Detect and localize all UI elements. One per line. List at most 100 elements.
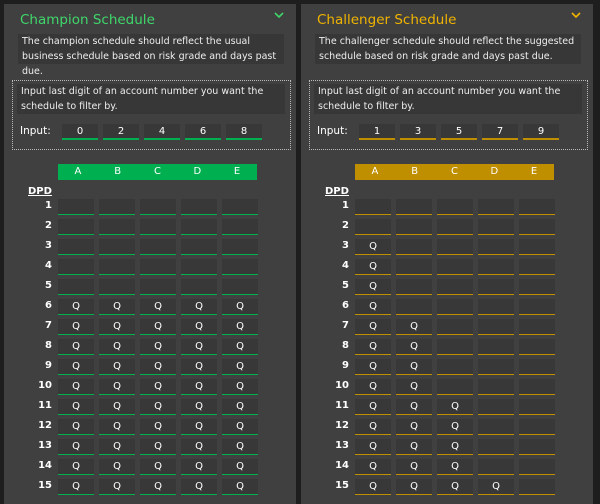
schedule-cell[interactable] xyxy=(140,239,176,255)
schedule-cell[interactable] xyxy=(58,279,94,295)
schedule-cell[interactable]: Q xyxy=(140,439,176,455)
schedule-cell[interactable]: Q xyxy=(140,399,176,415)
schedule-cell[interactable] xyxy=(478,239,514,255)
schedule-cell[interactable]: Q xyxy=(355,459,391,475)
schedule-cell[interactable] xyxy=(519,239,555,255)
schedule-cell[interactable] xyxy=(222,279,258,295)
schedule-cell[interactable]: Q xyxy=(181,479,217,495)
schedule-cell[interactable]: Q xyxy=(58,459,94,475)
chevron-down-icon[interactable] xyxy=(274,8,284,22)
schedule-cell[interactable] xyxy=(99,219,135,235)
schedule-cell[interactable] xyxy=(519,219,555,235)
schedule-cell[interactable] xyxy=(99,239,135,255)
schedule-cell[interactable]: Q xyxy=(140,299,176,315)
schedule-cell[interactable] xyxy=(222,259,258,275)
schedule-cell[interactable] xyxy=(478,419,514,435)
schedule-cell[interactable]: Q xyxy=(99,459,135,475)
schedule-cell[interactable] xyxy=(478,359,514,375)
schedule-cell[interactable]: Q xyxy=(222,459,258,475)
schedule-cell[interactable] xyxy=(355,199,391,215)
schedule-cell[interactable] xyxy=(99,259,135,275)
schedule-cell[interactable]: Q xyxy=(99,379,135,395)
schedule-cell[interactable] xyxy=(396,259,432,275)
schedule-cell[interactable]: Q xyxy=(99,399,135,415)
schedule-cell[interactable]: Q xyxy=(140,339,176,355)
schedule-cell[interactable]: Q xyxy=(396,439,432,455)
schedule-cell[interactable]: Q xyxy=(99,339,135,355)
schedule-cell[interactable]: Q xyxy=(181,359,217,375)
schedule-cell[interactable] xyxy=(478,199,514,215)
schedule-cell[interactable]: Q xyxy=(437,419,473,435)
account-digit-input[interactable]: 1 xyxy=(359,124,395,140)
schedule-cell[interactable]: Q xyxy=(222,399,258,415)
schedule-cell[interactable]: Q xyxy=(140,359,176,375)
schedule-cell[interactable] xyxy=(478,219,514,235)
schedule-cell[interactable]: Q xyxy=(355,359,391,375)
schedule-cell[interactable] xyxy=(437,379,473,395)
schedule-cell[interactable] xyxy=(478,399,514,415)
schedule-cell[interactable] xyxy=(355,219,391,235)
account-digit-input[interactable]: 0 xyxy=(62,124,98,140)
schedule-cell[interactable]: Q xyxy=(396,419,432,435)
schedule-cell[interactable]: Q xyxy=(99,419,135,435)
schedule-cell[interactable]: Q xyxy=(58,439,94,455)
schedule-cell[interactable] xyxy=(519,299,555,315)
schedule-cell[interactable]: Q xyxy=(181,299,217,315)
schedule-cell[interactable]: Q xyxy=(222,419,258,435)
schedule-cell[interactable]: Q xyxy=(355,339,391,355)
schedule-cell[interactable]: Q xyxy=(58,319,94,335)
schedule-cell[interactable] xyxy=(222,219,258,235)
schedule-cell[interactable] xyxy=(437,319,473,335)
schedule-cell[interactable] xyxy=(437,199,473,215)
schedule-cell[interactable]: Q xyxy=(396,339,432,355)
schedule-cell[interactable] xyxy=(478,459,514,475)
schedule-cell[interactable] xyxy=(140,199,176,215)
schedule-cell[interactable]: Q xyxy=(222,479,258,495)
schedule-cell[interactable]: Q xyxy=(355,419,391,435)
schedule-cell[interactable]: Q xyxy=(99,439,135,455)
schedule-cell[interactable] xyxy=(437,219,473,235)
schedule-cell[interactable] xyxy=(519,419,555,435)
account-digit-input[interactable]: 3 xyxy=(400,124,436,140)
schedule-cell[interactable]: Q xyxy=(222,379,258,395)
schedule-cell[interactable]: Q xyxy=(99,479,135,495)
schedule-cell[interactable]: Q xyxy=(396,479,432,495)
schedule-cell[interactable] xyxy=(437,239,473,255)
schedule-cell[interactable] xyxy=(181,199,217,215)
schedule-cell[interactable] xyxy=(222,239,258,255)
schedule-cell[interactable] xyxy=(58,239,94,255)
account-digit-input[interactable]: 7 xyxy=(482,124,518,140)
schedule-cell[interactable] xyxy=(519,359,555,375)
schedule-cell[interactable] xyxy=(519,399,555,415)
schedule-cell[interactable]: Q xyxy=(58,379,94,395)
schedule-cell[interactable] xyxy=(478,339,514,355)
schedule-cell[interactable]: Q xyxy=(181,439,217,455)
schedule-cell[interactable] xyxy=(519,459,555,475)
schedule-cell[interactable]: Q xyxy=(355,379,391,395)
schedule-cell[interactable] xyxy=(58,219,94,235)
schedule-cell[interactable]: Q xyxy=(181,419,217,435)
schedule-cell[interactable]: Q xyxy=(396,379,432,395)
schedule-cell[interactable]: Q xyxy=(437,479,473,495)
schedule-cell[interactable] xyxy=(437,259,473,275)
account-digit-input[interactable]: 8 xyxy=(226,124,262,140)
account-digit-input[interactable]: 2 xyxy=(103,124,139,140)
schedule-cell[interactable] xyxy=(519,439,555,455)
schedule-cell[interactable] xyxy=(396,239,432,255)
schedule-cell[interactable]: Q xyxy=(140,319,176,335)
schedule-cell[interactable]: Q xyxy=(140,379,176,395)
schedule-cell[interactable] xyxy=(437,339,473,355)
schedule-cell[interactable]: Q xyxy=(222,319,258,335)
schedule-cell[interactable] xyxy=(181,219,217,235)
schedule-cell[interactable]: Q xyxy=(437,399,473,415)
schedule-cell[interactable]: Q xyxy=(58,479,94,495)
schedule-cell[interactable] xyxy=(140,219,176,235)
schedule-cell[interactable] xyxy=(478,259,514,275)
schedule-cell[interactable]: Q xyxy=(355,399,391,415)
schedule-cell[interactable] xyxy=(519,319,555,335)
schedule-cell[interactable] xyxy=(99,199,135,215)
schedule-cell[interactable]: Q xyxy=(99,359,135,375)
schedule-cell[interactable] xyxy=(396,219,432,235)
schedule-cell[interactable] xyxy=(478,379,514,395)
schedule-cell[interactable] xyxy=(478,299,514,315)
